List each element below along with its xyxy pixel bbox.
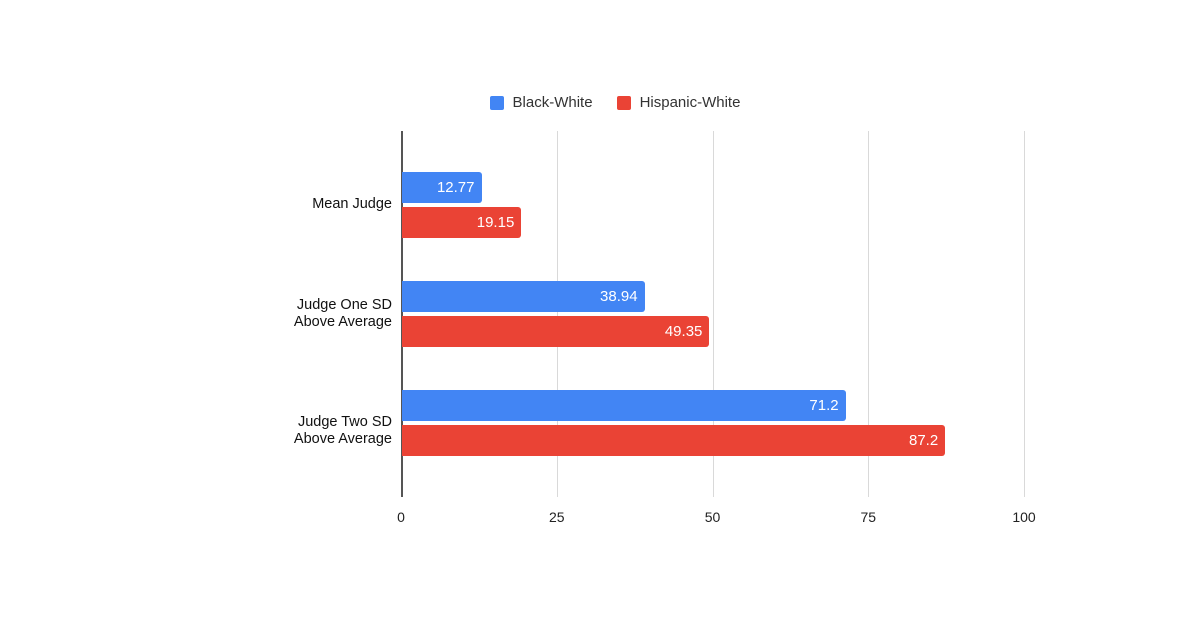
bar-hispanic-white-mean: 19.15	[402, 207, 522, 238]
x-tick: 75	[860, 509, 877, 525]
gridline-75	[868, 131, 870, 497]
bar-value-label: 87.2	[908, 432, 939, 449]
x-tick: 0	[397, 509, 405, 525]
gridline-50	[712, 131, 714, 497]
gridline-100	[1024, 131, 1025, 497]
category-label-line: Judge Two SD	[297, 414, 392, 430]
gridline-25	[556, 131, 558, 497]
legend-label: Hispanic-White	[639, 94, 741, 111]
category-label: Mean Judge	[222, 196, 392, 213]
bar-black-white-mean: 12.77	[402, 172, 482, 203]
legend-swatch-red	[616, 95, 631, 110]
legend-item-black-white: Black-White	[489, 94, 593, 111]
legend: Black-White Hispanic-White	[0, 94, 1200, 111]
bar-hispanic-white-two-sd: 87.2	[402, 425, 946, 456]
bar-value-label: 71.2	[809, 397, 839, 414]
bar-value-label: 38.94	[600, 288, 638, 305]
category-label-line: Mean Judge	[312, 196, 392, 212]
category-label: Judge Two SD Above Average	[222, 414, 392, 448]
category-label-line: Above Average	[293, 431, 392, 447]
bar-black-white-one-sd: 38.94	[402, 281, 645, 312]
bar-value-label: 12.77	[436, 179, 475, 196]
bar-value-label: 19.15	[476, 214, 515, 231]
x-tick: 25	[548, 509, 565, 525]
legend-label: Black-White	[512, 94, 593, 111]
bar-black-white-two-sd: 71.2	[402, 390, 846, 421]
bar-value-label: 49.35	[664, 323, 703, 340]
plot-area: 0 25 50 75 100	[397, 131, 1036, 525]
bar-hispanic-white-one-sd: 49.35	[402, 316, 710, 347]
category-label-line: Above Average	[293, 314, 392, 330]
x-tick: 100	[1012, 509, 1036, 525]
y-axis-line	[401, 131, 403, 497]
category-label-line: Judge One SD	[296, 297, 392, 313]
legend-item-hispanic-white: Hispanic-White	[616, 94, 741, 111]
legend-swatch-blue	[489, 95, 504, 110]
category-label: Judge One SD Above Average	[222, 297, 392, 331]
x-tick: 50	[704, 509, 721, 525]
